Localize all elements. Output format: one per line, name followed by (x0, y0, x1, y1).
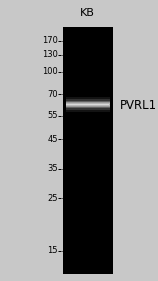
Bar (66, 103, 110, 106)
Bar (66, 102, 110, 107)
Text: KB: KB (80, 8, 95, 18)
Text: 35: 35 (47, 164, 58, 173)
Text: 100: 100 (42, 67, 58, 76)
Text: 55: 55 (47, 111, 58, 120)
Bar (66, 99, 110, 110)
Bar (66, 101, 110, 108)
Text: 45: 45 (47, 135, 58, 144)
Text: 70: 70 (47, 90, 58, 99)
Text: PVRL1: PVRL1 (120, 99, 157, 112)
Text: 25: 25 (47, 194, 58, 203)
Bar (66, 104, 109, 105)
Bar (63, 27, 113, 274)
Text: 15: 15 (47, 246, 58, 255)
Bar (66, 97, 110, 112)
Text: 170: 170 (42, 36, 58, 45)
Bar (66, 104, 110, 105)
Text: 130: 130 (42, 50, 58, 59)
